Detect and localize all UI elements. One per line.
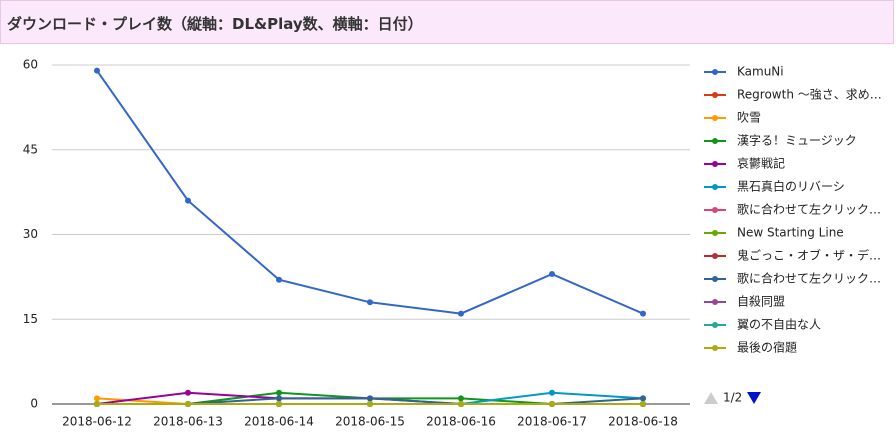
legend-dot [712,184,718,190]
legend-label: 歌に合わせて左クリック… [737,202,881,217]
legend-dot [712,299,718,305]
data-point [367,299,373,306]
data-point [94,67,100,74]
pager-prev[interactable] [704,392,718,404]
x-tick-label: 2018-06-13 [153,415,223,429]
legend-dot [712,207,718,213]
legend-dot [712,138,718,144]
legend-label: 漢字る！ミュージック [737,133,857,148]
legend-label: 黒石真白のリバーシ [737,179,845,194]
data-point [458,310,464,317]
data-point [367,401,373,407]
data-point [94,401,100,407]
legend-dot [712,230,718,236]
legend-label: 自殺同盟 [737,295,785,309]
data-point [640,310,646,317]
legend-dot [712,92,718,98]
y-tick-label: 60 [23,58,38,72]
data-point [185,389,191,396]
y-tick-label: 15 [23,312,38,326]
legend-dot [712,253,718,259]
legend-dot [712,69,718,75]
data-point [549,401,555,407]
x-tick-label: 2018-06-15 [335,415,405,429]
data-point [276,401,282,407]
legend-label: KamuNi [737,65,784,79]
data-point [185,197,191,204]
data-point [640,395,646,402]
data-point [276,389,282,396]
header: ダウンロード・プレイ数（縦軸：DL&Play数、横軸：日付） [0,0,894,44]
legend-label: 吹雪 [737,111,761,125]
data-point [367,395,373,402]
x-tick-label: 2018-06-16 [426,415,496,429]
legend-label: Regrowth ～強さ、求め… [737,88,882,102]
series-line [96,70,644,315]
legend-dot [712,322,718,328]
data-point [94,395,100,402]
data-point [276,395,282,402]
data-point [549,271,555,278]
y-tick-label: 45 [23,142,38,156]
y-tick-label: 0 [30,397,38,411]
legend-label: New Starting Line [737,226,844,240]
legend-label: 哀鬱戦記 [737,156,785,171]
legend-label: 翼の不自由な人 [737,318,821,332]
pager-label: 1/2 [723,391,742,405]
legend-dot [712,115,718,121]
data-point [458,395,464,402]
x-tick-label: 2018-06-17 [517,415,587,429]
legend-label: 歌に合わせて左クリック… [737,271,881,286]
data-point [458,401,464,407]
data-point [549,389,555,396]
pager-next[interactable] [747,392,761,404]
legend-dot [712,276,718,282]
x-tick-label: 2018-06-14 [244,415,314,429]
legend-dot [712,161,718,167]
legend-label: 最後の宿題 [737,340,797,355]
legend-dot [712,345,718,351]
y-tick-label: 30 [23,227,38,241]
legend-label: 鬼ごっこ・オブ・ザ・デ… [737,248,881,263]
x-tick-label: 2018-06-18 [608,415,678,429]
data-point [185,401,191,407]
data-point [276,276,282,283]
x-tick-label: 2018-06-12 [62,415,132,429]
data-point [640,401,646,407]
chart: 0 15 30 45 60 2018-06-12 2018-06-13 2018-06-14 2… [23,58,882,429]
chart-title: ダウンロード・プレイ数（縦軸：DL&Play数、横軸：日付） [7,15,423,33]
